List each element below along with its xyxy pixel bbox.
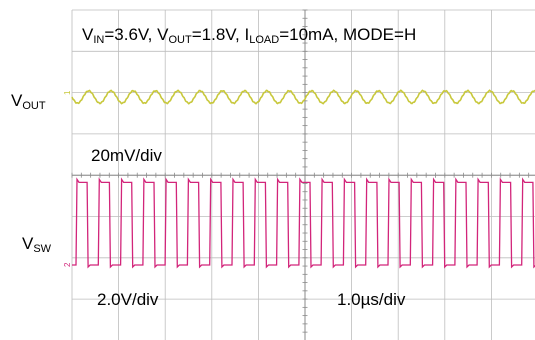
test-conditions: VIN=3.6V, VOUT=1.8V, ILOAD=10mA, MODE=H [82, 25, 417, 46]
ch2-ground-marker: 2 [63, 262, 72, 267]
ch1-ground-marker: 1 [63, 90, 72, 95]
timebase-scale: 1.0µs/div [337, 290, 406, 309]
channel-markers: 12 [63, 90, 72, 267]
ch1-scale: 20mV/div [91, 146, 162, 165]
scope-grid [71, 9, 535, 340]
ch2-scale: 2.0V/div [97, 290, 159, 309]
ch1-label-vout: VOUT [11, 91, 46, 112]
ch1-trace-vout [71, 89, 535, 105]
ch2-label-vsw: VSW [22, 234, 52, 255]
scope-traces [71, 89, 535, 269]
ch2-trace-vsw [72, 177, 535, 269]
